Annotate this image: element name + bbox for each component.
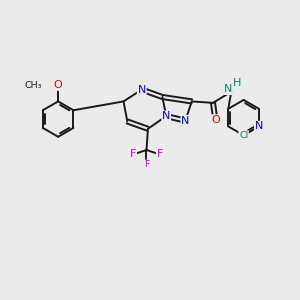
Text: F: F — [130, 149, 136, 159]
Text: F: F — [144, 160, 149, 169]
Text: N: N — [255, 122, 263, 131]
Text: H: H — [233, 79, 241, 88]
Text: N: N — [224, 84, 232, 94]
Text: CH₃: CH₃ — [24, 81, 42, 90]
Text: N: N — [162, 111, 170, 121]
Text: F: F — [157, 149, 163, 159]
Text: N: N — [181, 116, 190, 126]
Text: O: O — [211, 115, 220, 125]
Text: O: O — [54, 80, 62, 90]
Text: N: N — [138, 85, 146, 94]
Text: Cl: Cl — [239, 131, 248, 140]
